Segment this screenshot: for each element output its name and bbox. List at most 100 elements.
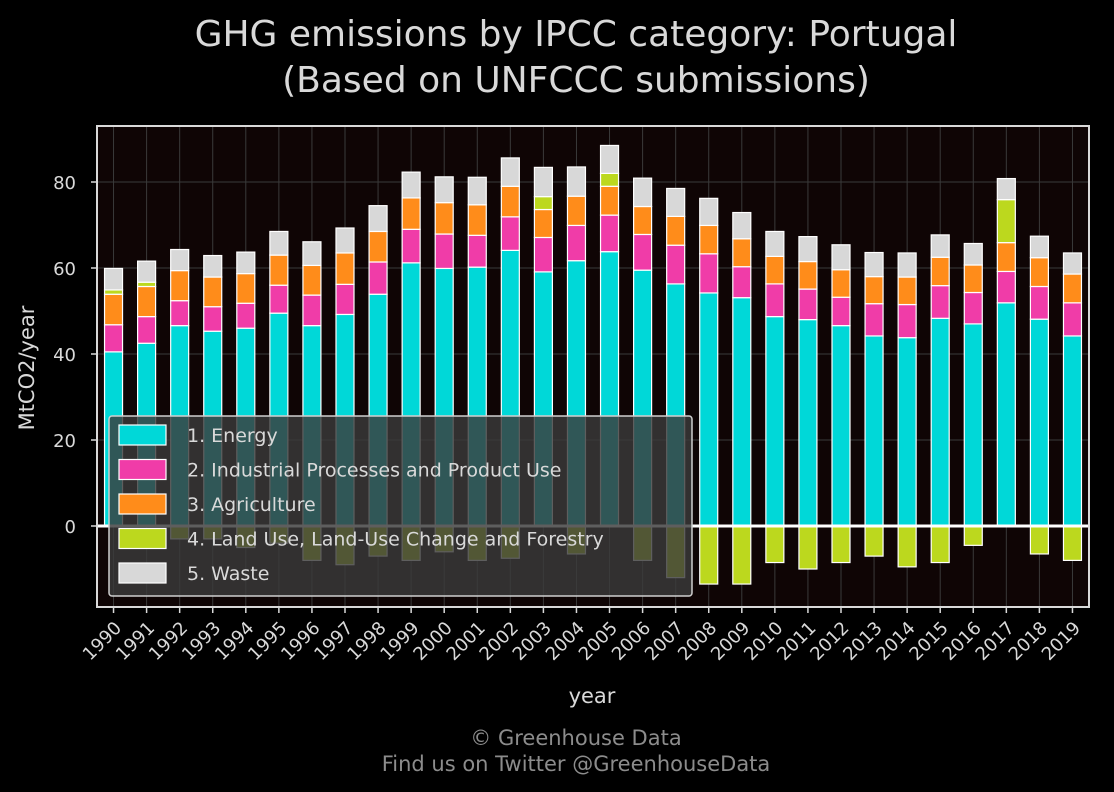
bar-segment — [1062, 252, 1083, 275]
bar-segment — [599, 144, 620, 174]
credit-line: © Greenhouse Data — [470, 726, 681, 750]
bar-segment — [666, 215, 686, 246]
bar-segment — [699, 224, 719, 255]
legend: 1. Energy 2. Industrial Processes and Pro… — [108, 415, 693, 597]
bar-segment — [798, 236, 818, 263]
legend-label: 1. Energy — [187, 425, 278, 447]
bar-segment — [831, 525, 851, 564]
bar-segment — [897, 276, 917, 306]
bar-segment — [533, 208, 554, 239]
bar-segment — [401, 228, 421, 264]
bar-segment — [1029, 285, 1050, 320]
bar-segment — [599, 185, 620, 216]
bar-segment — [765, 525, 785, 564]
bar-segment — [930, 317, 950, 527]
bar-segment — [666, 187, 686, 217]
bar-segment — [831, 269, 851, 298]
bar-segment — [434, 202, 454, 235]
bar-segment — [864, 276, 884, 305]
bar-segment — [1062, 273, 1083, 304]
twitter-credit-line: Find us on Twitter @GreenhouseData — [382, 752, 771, 776]
bar-segment — [699, 197, 719, 227]
bar-segment — [103, 324, 124, 353]
bar-segment — [302, 264, 322, 296]
bar-segment — [500, 185, 520, 218]
bar-segment — [897, 525, 917, 568]
bar-segment — [368, 230, 388, 263]
bar-segment — [269, 230, 289, 256]
chart-subtitle: (Based on UNFCCC submissions) — [282, 60, 870, 101]
bar-segment — [467, 204, 487, 236]
bar-segment — [963, 525, 983, 546]
x-axis-label: year — [569, 684, 616, 708]
bar-segment — [599, 214, 620, 253]
bar-segment — [765, 315, 785, 527]
bar-segment — [732, 266, 752, 299]
bar-segment — [732, 238, 752, 268]
bars — [103, 144, 1083, 585]
bar-segment — [864, 335, 884, 527]
bar-segment — [401, 197, 421, 230]
y-axis-label: MtCO2/year — [15, 305, 39, 430]
bar-segment — [1029, 525, 1050, 555]
bar-segment — [930, 285, 950, 319]
bar-segment — [566, 224, 587, 262]
bar-segment — [236, 272, 256, 304]
legend-swatch — [118, 458, 167, 481]
bar-segment — [533, 166, 554, 198]
legend-swatch — [118, 493, 167, 515]
bar-segment — [566, 195, 587, 227]
y-axis: 0 20 40 60 80 — [53, 173, 97, 538]
bar-segment — [269, 254, 289, 286]
bar-segment — [236, 251, 256, 275]
bar-segment — [269, 284, 289, 314]
bar-segment — [103, 267, 124, 291]
bar-segment — [996, 270, 1016, 304]
bar-segment — [897, 337, 917, 527]
bar-segment — [732, 211, 752, 240]
bar-segment — [831, 325, 851, 527]
bar-segment — [963, 323, 983, 527]
bar-segment — [1062, 302, 1083, 337]
bar-segment — [335, 252, 355, 285]
bar-segment — [1029, 257, 1050, 288]
bar-segment — [401, 171, 421, 199]
bar-segment — [666, 244, 686, 285]
bar-segment — [302, 294, 322, 327]
bar-segment — [963, 264, 983, 294]
bar-segment — [170, 300, 190, 327]
bar-segment — [699, 525, 719, 585]
bar-segment — [170, 269, 190, 302]
bar-segment — [864, 303, 884, 337]
bar-segment — [236, 302, 256, 329]
bar-segment — [368, 205, 388, 233]
bar-segment — [930, 234, 950, 258]
bar-segment — [203, 306, 223, 332]
bar-segment — [798, 525, 818, 570]
bar-segment — [831, 296, 851, 327]
bar-segment — [765, 230, 785, 257]
bar-segment — [103, 289, 124, 295]
x-tick-label: 2019 — [1038, 618, 1085, 665]
legend-swatch — [118, 562, 167, 584]
bar-segment — [500, 216, 520, 251]
bar-segment — [1029, 235, 1050, 259]
bar-segment — [963, 242, 983, 266]
bar-segment — [533, 196, 554, 211]
legend-swatch — [118, 527, 167, 550]
bar-segment — [533, 236, 554, 273]
bar-segment — [897, 303, 917, 339]
bar-segment — [930, 525, 950, 564]
bar-segment — [732, 525, 752, 585]
bar-segment — [632, 177, 653, 208]
bar-segment — [930, 256, 950, 287]
bar-segment — [765, 255, 785, 285]
bar-segment — [137, 285, 157, 318]
bar-segment — [434, 233, 454, 270]
bar-segment — [467, 234, 487, 268]
y-tick-label: 20 — [53, 431, 76, 452]
bar-segment — [1062, 525, 1083, 562]
bar-segment — [831, 244, 851, 271]
bar-segment — [798, 319, 818, 527]
